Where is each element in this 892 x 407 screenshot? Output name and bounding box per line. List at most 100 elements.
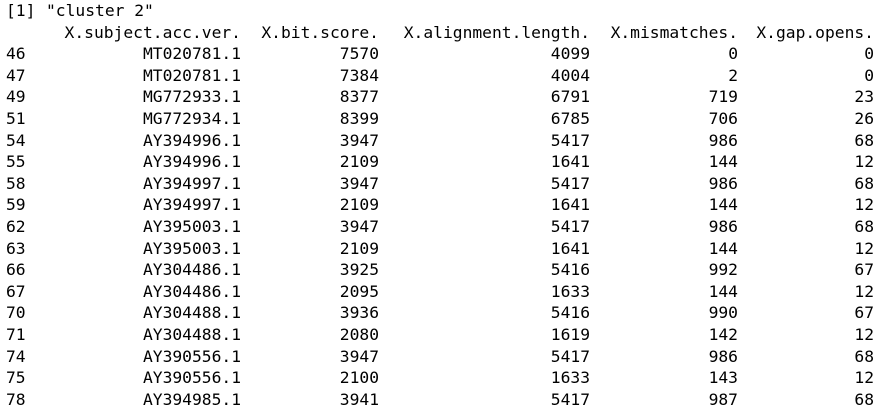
cell-mismatches: 144	[708, 238, 738, 258]
column-header: X.alignment.length.	[403, 22, 590, 42]
table-row: 62 AY395003.1 3947 5417 986 68	[6, 216, 892, 238]
row-index: 47	[6, 65, 26, 85]
cell-subject-acc: AY304488.1	[142, 303, 241, 323]
row-index: 75	[6, 368, 26, 388]
cell-alignment-length: 6785	[550, 109, 590, 128]
cell-subject-acc: AY394996.1	[142, 152, 241, 172]
cell-bit-score: 2109	[339, 152, 379, 172]
table-row: 74 AY390556.1 3947 5417 986 68	[6, 346, 892, 368]
cell-subject-acc: MT020781.1	[142, 44, 241, 64]
table-row: 75 AY390556.1 2100 1633 143 12	[6, 367, 892, 389]
cell-alignment-length: 5417	[550, 173, 590, 193]
cell-bit-score: 2100	[339, 368, 379, 388]
table-row: 78 AY394985.1 3941 5417 987 68	[6, 389, 892, 407]
cell-bit-score: 3947	[339, 217, 379, 236]
cell-gap-opens: 12	[854, 281, 874, 301]
cell-bit-score: 7384	[339, 65, 379, 85]
row-index: 62	[6, 217, 26, 236]
cell-gap-opens: 0	[864, 44, 874, 64]
cell-mismatches: 986	[708, 130, 738, 150]
cell-bit-score: 2109	[339, 195, 379, 215]
cell-alignment-length: 1633	[550, 281, 590, 301]
cell-gap-opens: 12	[854, 152, 874, 172]
cell-bit-score: 2080	[339, 325, 379, 344]
cell-mismatches: 719	[708, 87, 738, 107]
cell-mismatches: 986	[708, 217, 738, 236]
cell-subject-acc: AY395003.1	[142, 217, 241, 236]
table-row: 59 AY394997.1 2109 1641 144 12	[6, 194, 892, 216]
cell-mismatches: 987	[708, 389, 738, 407]
row-index: 58	[6, 173, 26, 193]
cell-alignment-length: 1633	[550, 368, 590, 388]
cell-bit-score: 2109	[339, 238, 379, 258]
cell-bit-score: 3925	[339, 260, 379, 280]
cell-alignment-length: 1641	[550, 238, 590, 258]
cell-bit-score: 7570	[339, 44, 379, 64]
cell-mismatches: 144	[708, 195, 738, 215]
cell-subject-acc: AY394997.1	[142, 195, 241, 215]
cell-gap-opens: 0	[864, 65, 874, 85]
row-index: 70	[6, 303, 26, 323]
cell-mismatches: 986	[708, 346, 738, 366]
cell-subject-acc: MG772934.1	[142, 109, 241, 128]
cell-alignment-length: 5417	[550, 346, 590, 366]
column-header: X.bit.score.	[261, 22, 379, 42]
table-row: 66 AY304486.1 3925 5416 992 67	[6, 259, 892, 281]
table-row: 58 AY394997.1 3947 5417 986 68	[6, 173, 892, 195]
column-header: X.mismatches.	[610, 22, 738, 42]
row-index: 46	[6, 44, 26, 64]
print-prefix: [1]	[6, 1, 36, 20]
cell-alignment-length: 1641	[550, 195, 590, 215]
cell-alignment-length: 1641	[550, 152, 590, 172]
cell-bit-score: 2095	[339, 281, 379, 301]
table-row: 54 AY394996.1 3947 5417 986 68	[6, 130, 892, 152]
table-row: 49 MG772933.1 8377 6791 719 23	[6, 86, 892, 108]
table-row: 46 MT020781.1 7570 4099 0 0	[6, 43, 892, 65]
cell-mismatches: 143	[708, 368, 738, 388]
table-row: 47 MT020781.1 7384 4004 2 0	[6, 65, 892, 87]
cell-gap-opens: 26	[854, 109, 874, 128]
row-index: 51	[6, 109, 26, 128]
cell-mismatches: 144	[708, 152, 738, 172]
cell-mismatches: 986	[708, 173, 738, 193]
cell-mismatches: 142	[708, 325, 738, 344]
cell-gap-opens: 68	[854, 346, 874, 366]
cell-bit-score: 8399	[339, 109, 379, 128]
column-header: X.gap.opens.	[756, 22, 874, 42]
row-index: 78	[6, 389, 26, 407]
cell-alignment-length: 6791	[550, 87, 590, 107]
row-index: 49	[6, 87, 26, 107]
cell-alignment-length: 5416	[550, 260, 590, 280]
cell-bit-score: 8377	[339, 87, 379, 107]
cell-gap-opens: 12	[854, 325, 874, 344]
cell-subject-acc: AY394997.1	[142, 173, 241, 193]
cell-mismatches: 144	[708, 281, 738, 301]
cell-alignment-length: 5417	[550, 130, 590, 150]
print-line: [1] "cluster 2"	[6, 0, 892, 22]
row-index: 59	[6, 195, 26, 215]
table-header: X.subject.acc.ver. X.bit.score. X.alignm…	[6, 22, 892, 44]
cell-alignment-length: 1619	[550, 325, 590, 344]
row-index: 71	[6, 325, 26, 344]
cell-subject-acc: AY390556.1	[142, 346, 241, 366]
table-row: 67 AY304486.1 2095 1633 144 12	[6, 281, 892, 303]
row-index: 54	[6, 130, 26, 150]
cell-gap-opens: 67	[854, 303, 874, 323]
cell-bit-score: 3947	[339, 346, 379, 366]
cell-subject-acc: AY394985.1	[142, 389, 241, 407]
cell-bit-score: 3941	[339, 389, 379, 407]
cell-mismatches: 706	[708, 109, 738, 128]
row-index: 67	[6, 281, 26, 301]
cell-gap-opens: 68	[854, 217, 874, 236]
cell-gap-opens: 12	[854, 195, 874, 215]
cell-gap-opens: 12	[854, 368, 874, 388]
cell-gap-opens: 12	[854, 238, 874, 258]
cell-gap-opens: 23	[854, 87, 874, 107]
cell-subject-acc: AY395003.1	[142, 238, 241, 258]
cell-gap-opens: 67	[854, 260, 874, 280]
row-index: 66	[6, 260, 26, 280]
cell-gap-opens: 68	[854, 130, 874, 150]
cell-alignment-length: 5417	[550, 389, 590, 407]
table-row: 51 MG772934.1 8399 6785 706 26	[6, 108, 892, 130]
